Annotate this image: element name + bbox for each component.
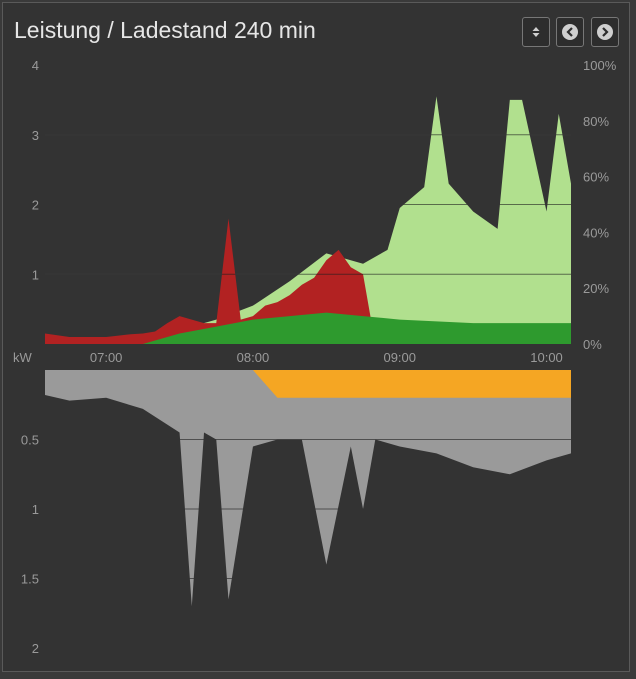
x-tick-label: 09:00 bbox=[383, 350, 416, 365]
x-tick-label: 08:00 bbox=[237, 350, 270, 365]
x-tick-label: 10:00 bbox=[530, 350, 563, 365]
sort-icon bbox=[532, 27, 540, 37]
y-tick-label: 2 bbox=[32, 198, 39, 213]
panel-title: Leistung / Ladestand 240 min bbox=[14, 17, 316, 43]
y-tick-label: 2 bbox=[32, 641, 39, 656]
y-tick-label-right: 80% bbox=[583, 114, 609, 129]
y-tick-label: 1 bbox=[32, 267, 39, 282]
previous-button[interactable] bbox=[556, 17, 584, 47]
house-load-area bbox=[45, 370, 571, 607]
y-tick-label-right: 100% bbox=[583, 58, 617, 73]
x-tick-label: 07:00 bbox=[90, 350, 123, 365]
y-tick-label-right: 40% bbox=[583, 225, 609, 240]
y-tick-label: 0.5 bbox=[21, 433, 39, 448]
y-tick-label: 4 bbox=[32, 58, 39, 73]
y-tick-label-right: 20% bbox=[583, 281, 609, 296]
y-tick-label: 1.5 bbox=[21, 572, 39, 587]
y-tick-label: 3 bbox=[32, 128, 39, 143]
chevron-left-icon bbox=[562, 24, 578, 40]
chevron-right-icon bbox=[597, 24, 613, 40]
pv-generation-area bbox=[142, 96, 571, 344]
grid-consumption-area bbox=[45, 218, 400, 344]
y-tick-label-right: 0% bbox=[583, 337, 602, 352]
y-tick-label-right: 60% bbox=[583, 170, 609, 185]
y-unit-label: kW bbox=[13, 350, 33, 365]
sort-button[interactable] bbox=[522, 17, 550, 47]
export-area bbox=[252, 370, 571, 398]
next-button[interactable] bbox=[591, 17, 619, 47]
pv-self-use-area bbox=[142, 312, 571, 344]
y-tick-label: 1 bbox=[32, 502, 39, 517]
